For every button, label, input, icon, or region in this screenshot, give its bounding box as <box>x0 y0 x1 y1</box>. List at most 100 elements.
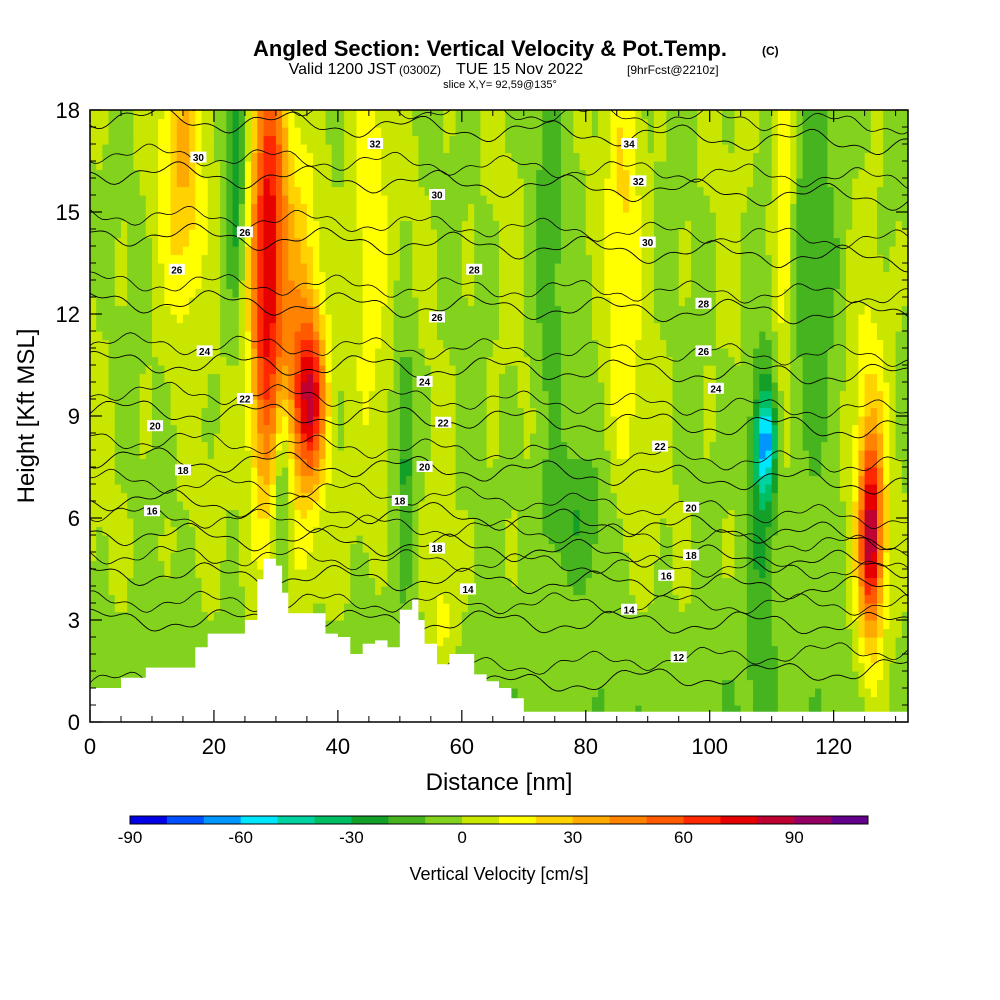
velocity-cell <box>120 407 128 417</box>
velocity-cell <box>102 186 110 196</box>
velocity-cell <box>461 467 469 477</box>
velocity-cell <box>294 416 302 426</box>
velocity-cell <box>120 212 128 222</box>
velocity-cell <box>263 552 271 562</box>
velocity-cell <box>356 365 364 375</box>
velocity-cell <box>269 195 277 205</box>
velocity-cell <box>232 169 240 179</box>
velocity-cell <box>275 178 283 188</box>
velocity-cell <box>213 543 221 553</box>
velocity-cell <box>325 467 333 477</box>
velocity-cell <box>437 288 444 298</box>
velocity-cell <box>195 186 203 196</box>
velocity-cell <box>288 322 296 332</box>
velocity-cell <box>486 603 494 613</box>
velocity-cell <box>288 492 296 502</box>
velocity-cell <box>387 603 395 613</box>
velocity-cell <box>325 569 333 579</box>
velocity-cell <box>263 526 271 536</box>
velocity-cell <box>220 552 227 562</box>
velocity-cell <box>449 535 457 545</box>
velocity-cell <box>300 152 308 162</box>
velocity-cell <box>499 611 506 621</box>
velocity-cell <box>90 637 97 647</box>
velocity-cell <box>238 305 246 315</box>
velocity-cell <box>399 186 407 196</box>
velocity-cell <box>350 603 358 613</box>
velocity-cell <box>195 433 203 443</box>
velocity-cell <box>505 535 512 545</box>
velocity-cell <box>120 297 128 307</box>
velocity-cell <box>492 365 500 375</box>
velocity-cell <box>517 611 525 621</box>
velocity-cell <box>443 501 451 511</box>
velocity-cell <box>244 331 252 341</box>
velocity-cell <box>90 679 97 689</box>
velocity-cell <box>437 484 444 494</box>
velocity-cell <box>176 484 184 494</box>
velocity-cell <box>96 382 103 392</box>
velocity-cell <box>164 186 172 196</box>
velocity-cell <box>455 373 463 383</box>
velocity-cell <box>151 450 159 460</box>
velocity-cell <box>368 535 376 545</box>
velocity-cell <box>368 212 376 222</box>
velocity-cell <box>455 450 463 460</box>
velocity-cell <box>257 305 265 315</box>
velocity-cell <box>232 552 240 562</box>
velocity-cell <box>120 492 128 502</box>
velocity-cell <box>120 620 128 630</box>
velocity-cell <box>102 161 110 171</box>
velocity-cell <box>517 594 525 604</box>
velocity-cell <box>375 348 382 358</box>
velocity-cell <box>139 543 147 553</box>
velocity-cell <box>362 144 370 154</box>
velocity-cell <box>139 110 147 120</box>
velocity-cell <box>170 118 178 128</box>
velocity-cell <box>164 271 172 281</box>
velocity-cell <box>244 195 252 205</box>
velocity-cell <box>499 288 506 298</box>
velocity-cell <box>399 280 407 290</box>
velocity-cell <box>195 373 203 383</box>
velocity-cell <box>492 110 500 120</box>
velocity-cell <box>127 271 134 281</box>
velocity-cell <box>362 484 370 494</box>
velocity-cell <box>213 195 221 205</box>
velocity-cell <box>474 135 482 145</box>
velocity-cell <box>300 110 308 120</box>
velocity-cell <box>387 297 395 307</box>
velocity-cell <box>480 637 488 647</box>
velocity-cell <box>418 212 426 222</box>
velocity-cell <box>480 509 488 519</box>
velocity-cell <box>492 305 500 315</box>
velocity-cell <box>164 280 172 290</box>
velocity-cell <box>201 110 209 120</box>
velocity-cell <box>449 382 457 392</box>
velocity-cell <box>232 348 240 358</box>
velocity-cell <box>443 339 451 349</box>
velocity-cell <box>275 212 283 222</box>
velocity-cell <box>176 161 184 171</box>
velocity-cell <box>238 628 246 638</box>
velocity-cell <box>158 339 165 349</box>
velocity-cell <box>139 288 147 298</box>
velocity-cell <box>306 254 314 264</box>
velocity-cell <box>387 212 395 222</box>
velocity-cell <box>201 373 209 383</box>
velocity-cell <box>468 127 475 137</box>
velocity-cell <box>182 509 190 519</box>
velocity-cell <box>331 348 339 358</box>
velocity-cell <box>393 220 401 230</box>
velocity-cell <box>127 416 134 426</box>
velocity-cell <box>306 237 314 247</box>
velocity-cell <box>226 297 234 307</box>
velocity-cell <box>424 586 432 596</box>
velocity-cell <box>102 526 110 536</box>
velocity-cell <box>251 110 258 120</box>
velocity-cell <box>127 467 134 477</box>
velocity-cell <box>499 178 506 188</box>
velocity-cell <box>145 322 153 332</box>
velocity-cell <box>492 433 500 443</box>
velocity-cell <box>226 246 234 256</box>
